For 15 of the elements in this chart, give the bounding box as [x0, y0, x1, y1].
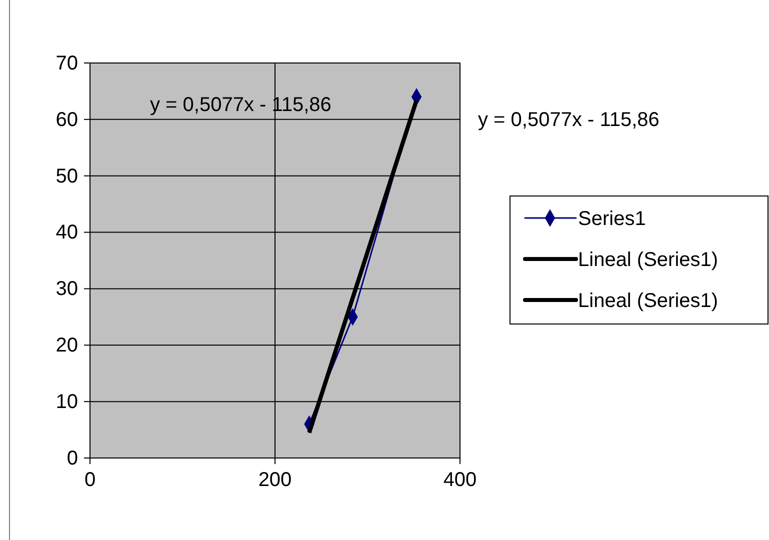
y-tick-label: 40 — [56, 222, 78, 244]
y-tick-label: 70 — [56, 52, 78, 74]
legend-label: Lineal (Series1) — [578, 290, 718, 312]
legend-label: Lineal (Series1) — [578, 249, 718, 271]
y-tick-label: 60 — [56, 108, 78, 131]
y-tick-label: 10 — [56, 390, 78, 413]
y-tick-label: 30 — [56, 278, 78, 300]
x-tick-label: 400 — [443, 469, 477, 492]
x-tick-label: 200 — [258, 469, 292, 492]
y-tick-label: 50 — [56, 165, 78, 188]
y-tick-label: 20 — [56, 334, 78, 357]
x-tick-label: 0 — [84, 469, 96, 492]
y-tick-label: 0 — [66, 447, 78, 470]
legend-label: Series1 — [578, 208, 646, 230]
text: y = 0,5077x - 115,86 — [478, 109, 660, 131]
